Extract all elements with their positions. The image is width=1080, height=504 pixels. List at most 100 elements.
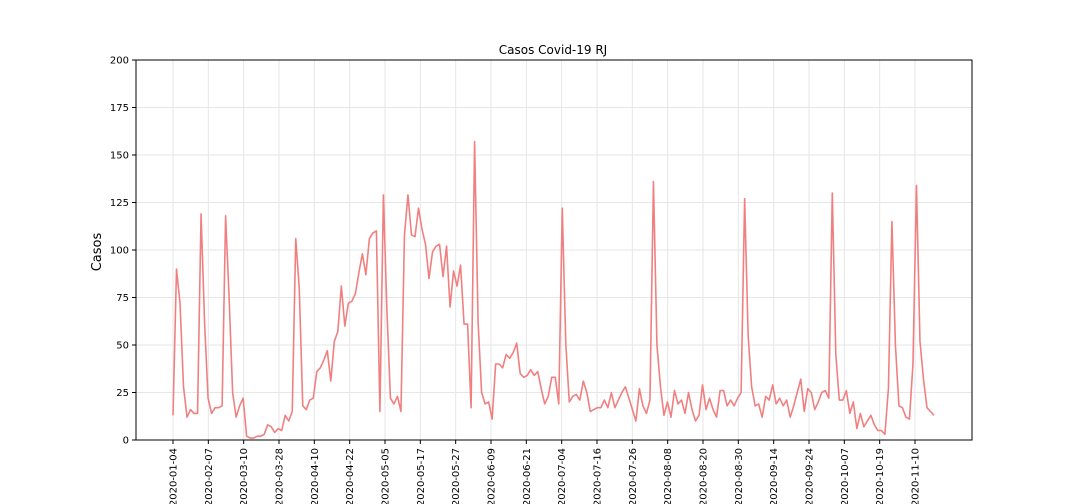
series-group <box>172 140 935 439</box>
data-point <box>278 428 279 429</box>
x-tick-label: 2020-03-10 <box>239 448 250 504</box>
data-point <box>344 325 345 326</box>
data-point <box>365 274 366 275</box>
data-point <box>632 409 633 410</box>
data-point <box>418 208 419 209</box>
data-point <box>888 388 889 389</box>
data-point <box>439 244 440 245</box>
data-point <box>751 386 752 387</box>
data-point <box>625 386 626 387</box>
data-point <box>456 286 457 287</box>
data-point <box>832 192 833 193</box>
y-tick-label: 175 <box>110 103 129 114</box>
data-point <box>474 141 475 142</box>
data-point <box>702 384 703 385</box>
data-point <box>520 373 521 374</box>
data-point <box>846 390 847 391</box>
data-point <box>376 230 377 231</box>
data-point <box>639 388 640 389</box>
grid-lines <box>136 59 972 441</box>
x-tick-label: 2020-09-24 <box>805 448 816 504</box>
data-point <box>523 377 524 378</box>
data-point <box>453 270 454 271</box>
data-point <box>618 400 619 401</box>
data-point <box>334 341 335 342</box>
data-point <box>607 407 608 408</box>
data-point <box>916 185 917 186</box>
data-point <box>674 390 675 391</box>
data-point <box>506 354 507 355</box>
x-tick-label: 2020-05-27 <box>451 448 462 504</box>
data-point <box>495 363 496 364</box>
data-point <box>772 384 773 385</box>
data-point <box>513 352 514 353</box>
data-point <box>527 375 528 376</box>
data-point <box>232 392 233 393</box>
data-point <box>236 417 237 418</box>
data-point <box>463 324 464 325</box>
y-tick-label: 200 <box>110 56 129 67</box>
data-point <box>842 400 843 401</box>
data-point <box>828 398 829 399</box>
data-point <box>218 407 219 408</box>
data-point <box>723 390 724 391</box>
data-point <box>593 409 594 410</box>
data-point <box>811 392 812 393</box>
data-point <box>323 360 324 361</box>
data-point <box>898 405 899 406</box>
data-point <box>681 400 682 401</box>
y-tick-label: 75 <box>116 293 129 304</box>
data-point <box>744 198 745 199</box>
x-tick-label: 2020-07-16 <box>593 448 604 504</box>
data-point <box>783 405 784 406</box>
data-point <box>712 409 713 410</box>
data-point <box>877 430 878 431</box>
data-point <box>467 324 468 325</box>
data-point <box>779 398 780 399</box>
data-point <box>909 419 910 420</box>
y-tick-label: 100 <box>110 246 129 257</box>
data-point <box>435 246 436 247</box>
data-point <box>386 310 387 311</box>
data-point <box>257 436 258 437</box>
data-point <box>635 420 636 421</box>
data-point <box>600 407 601 408</box>
y-tick-label: 25 <box>116 388 129 399</box>
data-point <box>383 194 384 195</box>
data-point <box>839 400 840 401</box>
x-tick-label: 2020-11-10 <box>911 448 922 504</box>
data-point <box>604 400 605 401</box>
x-tick-label: 2020-08-20 <box>699 448 710 504</box>
data-point <box>716 417 717 418</box>
data-point <box>653 181 654 182</box>
data-point <box>737 398 738 399</box>
data-point <box>548 396 549 397</box>
data-point <box>488 401 489 402</box>
data-point <box>863 426 864 427</box>
data-point <box>172 415 173 416</box>
data-point <box>229 297 230 298</box>
data-point <box>485 403 486 404</box>
data-point <box>362 253 363 254</box>
data-point <box>534 375 535 376</box>
data-point <box>211 413 212 414</box>
data-point <box>923 379 924 380</box>
data-point <box>390 398 391 399</box>
data-point <box>793 405 794 406</box>
data-point <box>569 401 570 402</box>
data-point <box>786 400 787 401</box>
data-point <box>902 407 903 408</box>
data-point <box>421 229 422 230</box>
data-point <box>649 400 650 401</box>
data-point <box>705 409 706 410</box>
x-tick-label: 2020-10-07 <box>840 448 851 504</box>
y-tick-label: 0 <box>123 436 129 447</box>
data-point <box>207 398 208 399</box>
data-point <box>253 438 254 439</box>
data-point <box>425 244 426 245</box>
data-point <box>867 420 868 421</box>
data-point <box>337 331 338 332</box>
data-point <box>814 409 815 410</box>
data-point <box>327 350 328 351</box>
data-point <box>562 208 563 209</box>
